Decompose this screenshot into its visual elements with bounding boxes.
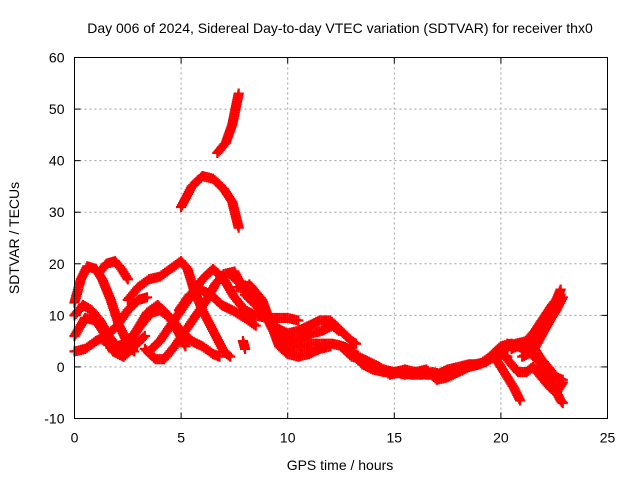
y-tick-label: 50 [49, 101, 65, 117]
data-point [514, 395, 526, 406]
data-point [141, 292, 153, 303]
data-point [122, 274, 133, 285]
series-arc-2 [94, 256, 133, 285]
data-point [557, 374, 568, 385]
series-arc-25 [176, 171, 244, 233]
data-point [233, 222, 244, 233]
data-point [557, 397, 568, 409]
x-tick-label: 20 [493, 430, 509, 446]
series-arc-19 [489, 351, 526, 406]
data-point [180, 341, 191, 352]
data-point [350, 338, 362, 349]
y-tick-label: 0 [57, 359, 65, 375]
y-tick-label: 10 [49, 307, 65, 323]
series-arc-24 [510, 289, 566, 349]
data-point [555, 289, 566, 300]
y-tick-label: 40 [49, 153, 65, 169]
data-point [293, 315, 304, 326]
y-axis-label: SDTVAR / TECUs [6, 182, 22, 294]
data-point [250, 320, 261, 331]
grid-layer [74, 57, 608, 419]
x-tick-label: 15 [387, 430, 403, 446]
data-point [138, 332, 149, 343]
series-arc-26 [212, 88, 244, 159]
x-tick-label: 0 [71, 430, 79, 446]
data-point [139, 330, 150, 342]
y-tick-label: -10 [44, 411, 64, 427]
data-point [239, 343, 251, 354]
data-point [554, 291, 565, 302]
plot-frame [74, 57, 608, 419]
data-point [233, 88, 244, 99]
data-point [214, 351, 225, 362]
series-arc-15 [237, 336, 251, 354]
x-axis-label: GPS time / hours [287, 457, 394, 473]
series-arc-10 [173, 284, 261, 331]
y-tick-label: 20 [49, 256, 65, 272]
y-tick-label: 30 [49, 204, 65, 220]
data-layer [69, 88, 568, 409]
chart-title: Day 006 of 2024, Sidereal Day-to-day VTE… [87, 20, 593, 36]
y-tick-label: 60 [49, 50, 65, 66]
data-point [225, 351, 236, 362]
x-tick-label: 5 [177, 430, 185, 446]
x-tick-label: 25 [600, 430, 616, 446]
x-tick-label: 10 [280, 430, 296, 446]
